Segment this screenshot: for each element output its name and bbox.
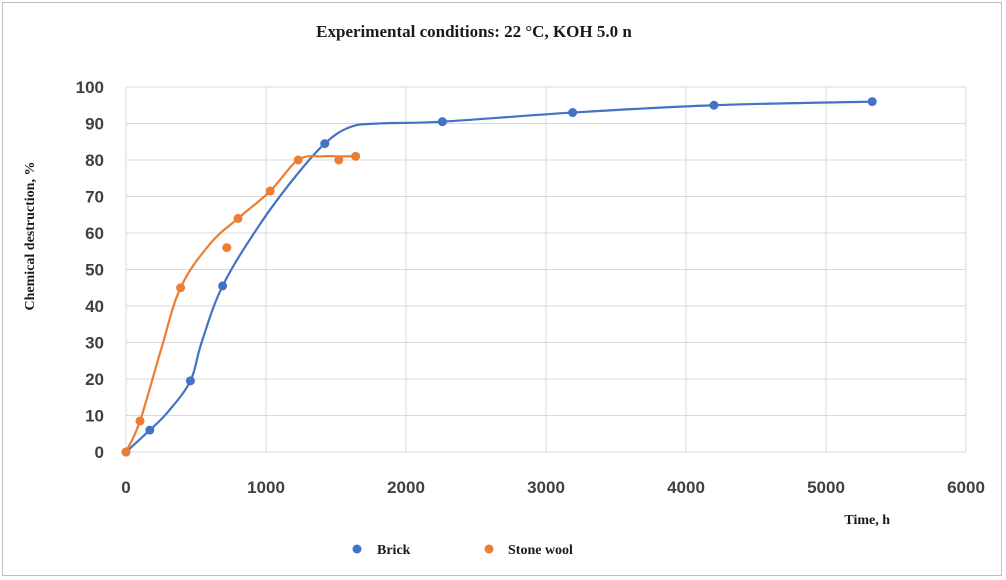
data-point-stone-wool: [334, 155, 344, 165]
y-tick-label: 0: [95, 443, 104, 462]
y-tick-label: 80: [85, 151, 104, 170]
data-point-stone-wool: [135, 416, 145, 426]
data-point-stone-wool: [222, 243, 232, 253]
series-layer: [121, 97, 877, 457]
legend: Brick Stone wool: [352, 543, 573, 558]
data-point-brick: [867, 97, 877, 107]
x-tick-label: 3000: [527, 478, 565, 497]
data-point-brick: [218, 281, 228, 291]
series-brick: [121, 97, 877, 457]
data-point-brick: [709, 100, 719, 110]
data-point-stone-wool: [265, 186, 275, 196]
data-point-brick: [437, 117, 447, 127]
data-point-brick: [568, 108, 578, 118]
y-tick-label: 40: [85, 297, 104, 316]
y-tick-label: 70: [85, 188, 104, 207]
y-axis-label: Chemical destruction, %: [23, 162, 38, 311]
x-tick-label: 1000: [247, 478, 285, 497]
series-line-stone-wool: [124, 154, 356, 453]
y-tick-label: 50: [85, 261, 104, 280]
x-tick-label: 0: [121, 478, 130, 497]
x-tick-label: 4000: [667, 478, 705, 497]
legend-marker-stone-wool: [484, 544, 494, 554]
y-tick-label: 20: [85, 370, 104, 389]
y-tick-label: 60: [85, 224, 104, 243]
y-tick-label: 90: [85, 115, 104, 134]
x-tick-label: 2000: [387, 478, 425, 497]
y-tick-label: 30: [85, 334, 104, 353]
x-tick-label: 6000: [947, 478, 985, 497]
data-point-stone-wool: [176, 283, 186, 293]
series-line-brick: [125, 100, 873, 453]
data-point-stone-wool: [351, 151, 361, 161]
y-tick-label: 100: [76, 78, 104, 97]
series-stone-wool: [121, 151, 361, 457]
data-point-brick: [320, 139, 330, 149]
y-tick-label: 10: [85, 407, 104, 426]
data-point-stone-wool: [233, 213, 243, 223]
data-point-stone-wool: [293, 155, 303, 165]
legend-label-stone-wool: Stone wool: [508, 543, 573, 558]
legend-label-brick: Brick: [377, 543, 411, 558]
data-point-stone-wool: [121, 447, 131, 457]
data-point-brick: [185, 376, 195, 386]
x-tick-label: 5000: [807, 478, 845, 497]
chart-title: Experimental conditions: 22 °C, KOH 5.0 …: [316, 22, 632, 41]
data-point-brick: [145, 425, 155, 435]
legend-marker-brick: [352, 544, 362, 554]
grid-layer: [125, 86, 967, 453]
x-axis-label: Time, h: [844, 513, 890, 528]
